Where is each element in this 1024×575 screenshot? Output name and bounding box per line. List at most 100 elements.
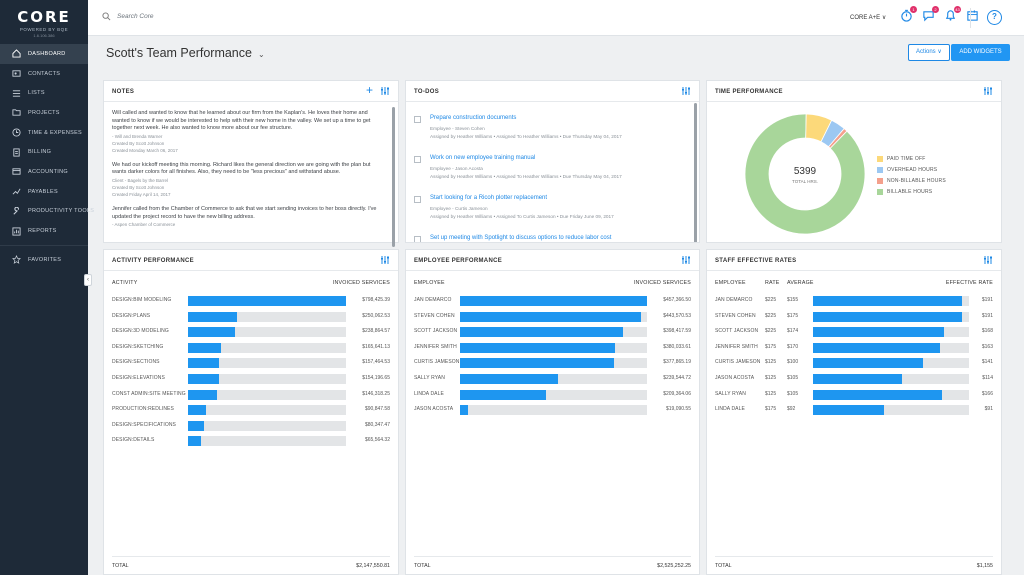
bar-fill [813, 296, 962, 306]
bar-category-label: CURTIS JAMESON [414, 359, 460, 366]
sidebar-item-billing[interactable]: BILLING [0, 142, 88, 162]
add-widgets-button[interactable]: ADD WIDGETS [951, 44, 1010, 61]
sidebar-nav: DASHBOARD CONTACTS LISTS PROJECTS TIME & EXP… [0, 44, 94, 270]
bar-row[interactable]: SALLY RYAN $125 $105 $166 [715, 389, 993, 400]
bar-row[interactable]: JENNIFER SMITH $175 $170 $163 [715, 342, 993, 353]
bar-track [813, 405, 969, 416]
bar-row[interactable]: JASON ACOSTA $125 $105 $114 [715, 374, 993, 384]
bar-row[interactable]: DESIGN:SPECIFICATIONS $80,347.47 [112, 420, 390, 431]
bar-track [813, 311, 969, 322]
bar-row[interactable]: DESIGN:BIM MODELING $798,425.39 [112, 296, 390, 306]
legend-item[interactable]: NON-BILLABLE HOURS [877, 175, 946, 186]
actions-button[interactable]: Actions ∨ [908, 44, 950, 61]
logo[interactable]: CORE POWERED BY BQE 1.6.106.386 [0, 0, 88, 44]
bar-row[interactable]: DESIGN:3D MODELING $238,864.57 [112, 327, 390, 338]
notes-scrollbar[interactable] [392, 107, 395, 247]
bar-row[interactable]: JAN DEMARCO $225 $155 $191 [715, 296, 993, 306]
todo-title[interactable]: Set up meeting with Spotlight to discuss… [430, 235, 612, 241]
todo-checkbox[interactable] [414, 156, 421, 163]
bar-row[interactable]: LINDA DALE $209,364.06 [414, 389, 691, 400]
bar-track [188, 296, 346, 306]
bar-row[interactable]: DESIGN:SECTIONS $157,464.53 [112, 358, 390, 369]
calendar-button[interactable] [966, 9, 979, 22]
topbar-icons: 1 2 43 [900, 6, 988, 22]
sidebar-item-dashboard[interactable]: DASHBOARD [0, 44, 88, 64]
todo-checkbox[interactable] [414, 196, 421, 203]
bar-fill [813, 342, 941, 353]
legend-item[interactable]: BILLABLE HOURS [877, 186, 946, 197]
bar-row[interactable]: SCOTT JACKSON $225 $174 $168 [715, 327, 993, 338]
bar-row[interactable]: STEVEN COHEN $225 $175 $191 [715, 311, 993, 322]
bar-row[interactable]: CURTIS JAMESON $377,865.19 [414, 358, 691, 369]
sidebar-item-time-expenses[interactable]: TIME & EXPENSES [0, 123, 88, 143]
alerts-button[interactable]: 43 [944, 6, 961, 22]
todo-checkbox[interactable] [414, 116, 421, 123]
todo-title[interactable]: Work on new employee training manual [430, 155, 536, 161]
note-item[interactable]: Will called and wanted to know that he l… [112, 110, 386, 154]
bar-category-label: JENNIFER SMITH [414, 343, 457, 350]
filter-icon[interactable] [380, 255, 390, 265]
todo-title[interactable]: Start looking for a Ricoh plotter replac… [430, 195, 548, 201]
bar-row[interactable]: DESIGN:PLANS $250,062.53 [112, 311, 390, 322]
sidebar-item-favorites[interactable]: FAVORITES [0, 250, 88, 270]
company-selector[interactable]: CORE A+E ∨ [850, 15, 887, 21]
sidebar-item-accounting[interactable]: ACCOUNTING [0, 162, 88, 182]
bar-row[interactable]: DESIGN:ELEVATIONS $154,196.65 [112, 374, 390, 384]
sidebar-collapse-toggle[interactable]: ‹ [84, 274, 92, 286]
sidebar-item-productivity-tools[interactable]: PRODUCTIVITY TOOLS [0, 202, 94, 222]
note-item[interactable]: We had our kickoff meeting this morning.… [112, 162, 386, 198]
donut-slice-paid-time-off[interactable] [805, 113, 833, 143]
todo-meta: Assigned by Heather Williams • Assigned … [430, 214, 614, 219]
timer-button[interactable]: 1 [900, 6, 917, 22]
legend-item[interactable]: PAID TIME OFF [877, 153, 946, 164]
messages-badge: 2 [932, 6, 939, 13]
messages-button[interactable]: 2 [922, 6, 939, 22]
sidebar-item-reports[interactable]: REPORTS [0, 221, 88, 241]
bar-row[interactable]: CONST ADMIN:SITE MEETING $146,318.25 [112, 389, 390, 400]
sidebar-item-lists[interactable]: LISTS [0, 83, 88, 103]
bar-row[interactable]: LINDA DALE $175 $92 $91 [715, 405, 993, 416]
bar-row[interactable]: SALLY RYAN $239,544.72 [414, 374, 691, 384]
bar-row[interactable]: JASON ACOSTA $19,090.55 [414, 405, 691, 416]
sidebar-item-payables[interactable]: PAYABLES [0, 182, 88, 202]
bar-value-label: $377,865.19 [663, 359, 691, 366]
donut-slice-billable-hours[interactable] [744, 113, 866, 235]
bar-track [460, 311, 647, 322]
todo-meta: Assigned by Heather Williams • Assigned … [430, 174, 622, 179]
note-item[interactable]: Jennifer called from the Chamber of Comm… [112, 206, 386, 228]
search-bar[interactable]: Search Core [102, 12, 154, 21]
bar-row[interactable]: PRODUCTION:REDLINES $90,847.58 [112, 405, 390, 416]
donut-slice-overhead-hours[interactable] [820, 119, 845, 148]
todo-checkbox[interactable] [414, 236, 421, 242]
filter-icon[interactable] [380, 86, 390, 96]
page-title-selector[interactable]: Scott's Team Performance ⌄ [106, 46, 265, 60]
legend-item[interactable]: OVERHEAD HOURS [877, 164, 946, 175]
bar-row[interactable]: SCOTT JACKSON $398,417.59 [414, 327, 691, 338]
todo-employee: Employee - Jason Acosta [430, 166, 483, 171]
bar-row[interactable]: DESIGN:SKETCHING $165,641.13 [112, 342, 390, 353]
search-input[interactable]: Search Core [117, 13, 154, 20]
sidebar-item-label: PROJECTS [28, 109, 60, 116]
filter-icon[interactable] [983, 86, 993, 96]
note-when: Created Monday March 06, 2017 [112, 147, 178, 153]
bar-track [188, 327, 346, 338]
bar-row[interactable]: JENNIFER SMITH $380,033.61 [414, 342, 691, 353]
sidebar-item-contacts[interactable]: CONTACTS [0, 64, 88, 84]
list-icon [12, 90, 21, 97]
bar-category-label: LINDA DALE [414, 390, 444, 397]
sidebar-item-projects[interactable]: PROJECTS [0, 103, 88, 123]
bar-row[interactable]: CURTIS JAMESON $125 $100 $141 [715, 358, 993, 369]
bar-row[interactable]: JAN DEMARCO $457,366.50 [414, 296, 691, 306]
todos-scrollbar[interactable] [694, 103, 697, 242]
filter-icon[interactable] [983, 255, 993, 265]
bar-row[interactable]: DESIGN:DETAILS $65,564.32 [112, 436, 390, 447]
filter-icon[interactable] [681, 86, 691, 96]
help-button[interactable]: ? [987, 10, 1002, 25]
activity-header: ACTIVITY PERFORMANCE [104, 250, 398, 271]
bar-row[interactable]: STEVEN COHEN $443,570.53 [414, 311, 691, 322]
add-note-icon[interactable]: + [365, 83, 373, 97]
bar-category-label: DESIGN:SECTIONS [112, 359, 160, 366]
filter-icon[interactable] [681, 255, 691, 265]
todo-title[interactable]: Prepare construction documents [430, 115, 517, 121]
search-icon [102, 12, 111, 21]
